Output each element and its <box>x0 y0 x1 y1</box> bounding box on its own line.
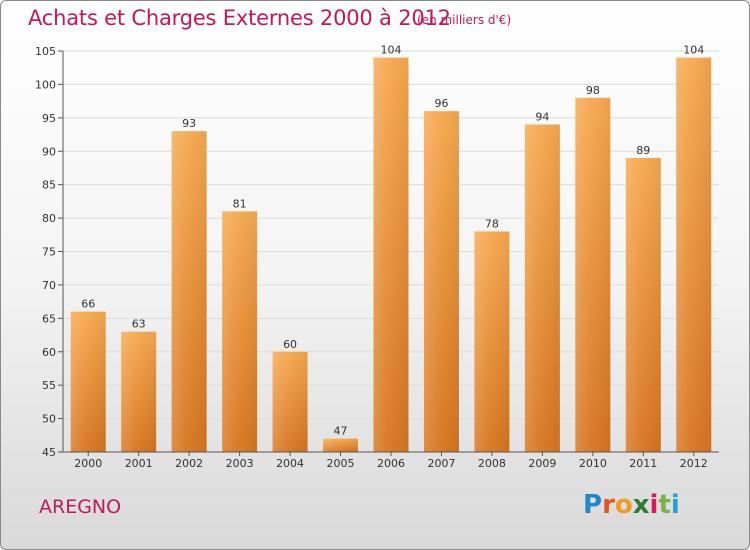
x-tick-label-2001: 2001 <box>125 457 153 470</box>
y-tick-label: 95 <box>42 112 56 125</box>
logo-letter: t <box>658 490 671 520</box>
bar-shine-2009 <box>524 124 560 453</box>
y-tick-label: 50 <box>42 413 56 426</box>
y-tick-label: 105 <box>35 45 56 58</box>
bar-shine-2007 <box>423 111 459 453</box>
bar-shine-2008 <box>474 231 510 452</box>
bar-shine-2001 <box>121 331 157 452</box>
data-label-2001: 63 <box>132 318 146 331</box>
data-label-2003: 81 <box>233 197 247 210</box>
logo-letter: r <box>602 490 615 520</box>
data-label-2006: 104 <box>381 44 402 57</box>
y-tick-label: 70 <box>42 279 56 292</box>
data-label-2007: 96 <box>434 97 448 110</box>
y-tick-label: 75 <box>42 246 56 259</box>
data-label-2004: 60 <box>283 338 297 351</box>
y-tick-label: 90 <box>42 145 56 158</box>
place-name: AREGNO <box>39 496 122 518</box>
bar-shine-2005 <box>323 438 359 452</box>
data-label-2010: 98 <box>586 84 600 97</box>
logo-letter: i <box>670 490 680 520</box>
bar-shine-2012 <box>676 57 712 452</box>
y-tick-label: 55 <box>42 379 56 392</box>
bar-shine-2000 <box>70 311 106 452</box>
bar-shine-2004 <box>272 351 308 452</box>
x-tick-label-2003: 2003 <box>226 457 254 470</box>
proxiti-logo: Proxiti <box>583 490 680 520</box>
logo-letter: i <box>649 490 659 520</box>
data-label-2009: 94 <box>535 111 549 124</box>
x-tick-label-2012: 2012 <box>680 457 708 470</box>
bar-layer: 66 63 93 81 60 47 104 96 78 94 98 89 104 <box>70 44 712 453</box>
bar-shine-2011 <box>625 157 661 452</box>
x-tick-label-2009: 2009 <box>528 457 556 470</box>
data-label-2011: 89 <box>636 144 650 157</box>
logo-letter: x <box>632 490 650 520</box>
y-tick-label: 60 <box>42 346 56 359</box>
y-tick-label: 100 <box>35 78 56 91</box>
axis-layer: 45 50 55 60 65 70 75 80 85 90 95 100 105 2000 2001 2002… <box>35 45 719 470</box>
logo-letter: o <box>614 490 633 520</box>
data-label-2000: 66 <box>81 298 95 311</box>
x-tick-label-2002: 2002 <box>175 457 203 470</box>
x-tick-label-2004: 2004 <box>276 457 304 470</box>
y-tick-label: 45 <box>42 446 56 459</box>
y-tick-label: 80 <box>42 212 56 225</box>
bar-shine-2003 <box>222 211 258 452</box>
data-label-2002: 93 <box>182 117 196 130</box>
x-tick-label-2007: 2007 <box>427 457 455 470</box>
data-label-2005: 47 <box>334 425 348 438</box>
y-tick-label: 65 <box>42 312 56 325</box>
bar-shine-2002 <box>171 131 207 452</box>
x-tick-label-2011: 2011 <box>629 457 657 470</box>
x-tick-label-2010: 2010 <box>579 457 607 470</box>
data-label-2012: 104 <box>683 44 704 57</box>
data-label-2008: 78 <box>485 217 499 230</box>
chart-title: Achats et Charges Externes 2000 à 2012 <box>28 6 451 30</box>
y-tick-label: 85 <box>42 179 56 192</box>
x-tick-label-2005: 2005 <box>327 457 355 470</box>
bar-shine-2006 <box>373 57 409 452</box>
x-tick-label-2000: 2000 <box>74 457 102 470</box>
x-tick-label-2006: 2006 <box>377 457 405 470</box>
logo-letter: P <box>583 490 603 520</box>
chart-subtitle: (en milliers d'€) <box>417 13 512 27</box>
bar-shine-2010 <box>575 97 611 453</box>
x-tick-label-2008: 2008 <box>478 457 506 470</box>
